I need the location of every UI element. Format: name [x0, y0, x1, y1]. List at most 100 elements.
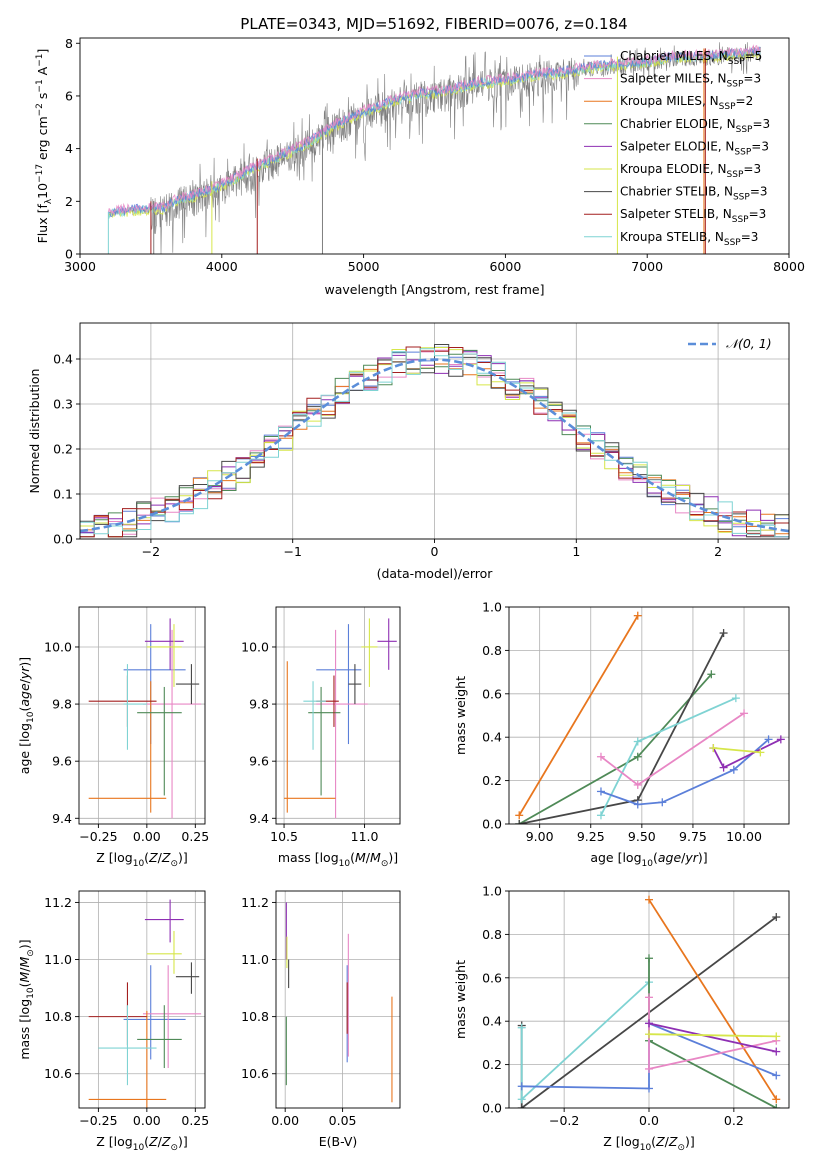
legend-entry: Chabrier STELIB, NSSP=3: [620, 185, 768, 203]
label-part: A: [35, 66, 50, 79]
label-part: yr: [17, 666, 32, 680]
label-part: Z [log: [96, 850, 132, 865]
y-tick-label: 0.6: [482, 970, 502, 985]
axes-age-vs-Z: −0.25 0.00 0.259.49.69.810.0Z [log10(Z/Z⊙)…: [17, 606, 209, 869]
label-part: Kroupa MILES, N: [620, 94, 719, 108]
label-part: SSP: [727, 170, 744, 180]
y-tick-label: 0.3: [53, 397, 73, 412]
axes-frame: [508, 606, 790, 825]
label-part: Flux [f: [35, 204, 50, 244]
label-part: M: [370, 850, 381, 865]
x-tick-label: −1: [283, 544, 301, 559]
y-tick-label: 0.4: [482, 730, 502, 745]
y-tick-label: 1.0: [482, 884, 502, 899]
label-part: SSP: [719, 102, 736, 112]
x-tick-label: 8000: [773, 259, 805, 274]
plot-area: [285, 902, 393, 1103]
label-part: ⊙: [381, 859, 389, 869]
label-part: Z: [148, 1134, 158, 1149]
legend-entry: Salpeter MILES, NSSP=3: [620, 72, 761, 90]
histogram-series: [80, 348, 789, 538]
x-tick-label: 7000: [631, 259, 663, 274]
axes-frame: [78, 890, 206, 1109]
y-tick-label: 9.6: [52, 754, 72, 769]
label-part: )]: [178, 1134, 188, 1149]
y-tick-label: 10.0: [241, 639, 269, 654]
x-tick-label: 0: [431, 544, 439, 559]
label-part: Salpeter STELIB, N: [620, 207, 732, 221]
x-tick-label: −0.25: [79, 829, 117, 844]
plot-area: [80, 344, 789, 538]
x-tick-label: 4000: [206, 259, 238, 274]
x-tick-label: 0.25: [181, 829, 209, 844]
plot-area: [284, 618, 397, 819]
label-part: mass [log: [17, 999, 32, 1060]
label-part: 10: [642, 859, 654, 869]
label-part: −2: [35, 103, 45, 116]
label-part: E(B-V): [319, 1134, 358, 1149]
y-tick-label: 10.8: [44, 1009, 72, 1024]
weight-series-line: [520, 981, 650, 1102]
label-part: Chabrier MILES, N: [620, 49, 728, 63]
y-tick-label: 11.0: [44, 952, 72, 967]
label-part: )]: [178, 850, 188, 865]
label-part: Z [log: [96, 1134, 132, 1149]
figure-title: PLATE=0343, MJD=51692, FIBERID=0076, z=0…: [240, 15, 627, 33]
x-tick-label: 6000: [489, 259, 521, 274]
label-part: SSP: [736, 125, 753, 135]
label-part: =3: [743, 72, 761, 86]
weight-series-line: [648, 958, 777, 1108]
x-tick-label: 0.05: [329, 1113, 357, 1128]
label-part: SSP: [728, 57, 745, 67]
weight-series-line: [712, 738, 782, 769]
y-axis-label-group: Flux [fλ10−17 erg cm−2 s−1 A−1]: [35, 49, 54, 244]
label-part: 10: [35, 183, 50, 199]
label-part: erg cm: [35, 116, 50, 164]
legend-entry: Salpeter ELODIE, NSSP=3: [620, 139, 769, 157]
label-part: =5: [745, 49, 763, 63]
y-tick-label: 0.2: [53, 442, 73, 457]
label-part: ]: [35, 49, 50, 54]
plot-area: [88, 899, 202, 1108]
x-tick-label: 9.25: [577, 829, 605, 844]
y-tick-label: 0.8: [482, 643, 502, 658]
x-tick-label: 9.75: [679, 829, 707, 844]
label-part: 10: [640, 1143, 652, 1153]
y-tick-label: 9.4: [249, 811, 269, 826]
x-tick-label: −2: [142, 544, 160, 559]
weight-series-line: [518, 673, 712, 824]
label-part: /: [158, 850, 163, 865]
label-part: =3: [743, 162, 761, 176]
weight-series-line: [648, 1022, 777, 1053]
x-axis-label: (data-model)/error: [377, 566, 494, 581]
y-tick-label: 0.6: [482, 686, 502, 701]
weight-series-line: [600, 738, 770, 806]
label-part: /: [158, 1134, 163, 1149]
legend-entry: Chabrier MILES, NSSP=5: [620, 49, 762, 67]
label-part: 10: [26, 711, 36, 723]
weight-series-line: [648, 899, 778, 1100]
label-part: Salpeter MILES, N: [620, 72, 727, 86]
label-part: /: [665, 1134, 670, 1149]
axes-mass-vs-ebv: 0.00 0.05 10.6 10.8 11.0 11.2 E(B-V): [241, 890, 401, 1149]
label-part: ⊙: [170, 859, 178, 869]
label-part: 10: [133, 859, 145, 869]
label-part: )]: [698, 850, 708, 865]
label-part: =3: [749, 207, 767, 221]
label-part: ⊙: [170, 1143, 178, 1153]
legend-entry: Kroupa STELIB, NSSP=3: [620, 230, 758, 248]
y-tick-label: 1.0: [482, 600, 502, 615]
axes-residual-hist: −2 −1 0 1 2 0.0 0.1 0.2 0.3 0.4 𝒩(0, 1) (data-model…: [27, 322, 790, 581]
weight-series-line: [648, 1033, 777, 1038]
label-part: )]: [17, 657, 32, 667]
y-tick-label: 10.6: [241, 1066, 269, 1081]
label-part: 10: [26, 987, 36, 999]
label-part: age [log: [17, 723, 32, 774]
label-part: =3: [752, 117, 770, 131]
x-tick-label: 10.00: [726, 829, 762, 844]
x-tick-label: 5000: [348, 259, 380, 274]
label-part: M: [17, 956, 32, 967]
y-tick-label: 10.0: [44, 639, 72, 654]
